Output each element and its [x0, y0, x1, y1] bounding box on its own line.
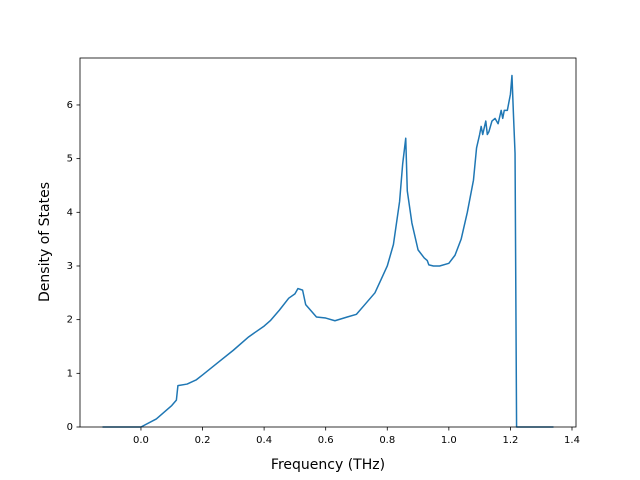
y-tick-label: 5 [67, 154, 73, 165]
y-tick-label: 6 [67, 100, 73, 111]
line [102, 74, 554, 428]
y-tick-label: 1 [67, 368, 73, 379]
y-tick-label: 2 [67, 315, 73, 326]
x-tick-label: 1.0 [441, 435, 457, 446]
y-tick-label: 3 [67, 261, 73, 272]
x-tick-label: 1.2 [502, 435, 518, 446]
x-tick-label: 0.4 [256, 435, 272, 446]
x-tick-label: 0.6 [318, 435, 334, 446]
y-axis-label: Density of States [37, 182, 53, 302]
axes-frame [79, 57, 577, 428]
x-tick-label: 0.8 [379, 435, 395, 446]
x-tick-label: 0.0 [133, 435, 149, 446]
y-tick-label: 4 [67, 207, 73, 218]
x-tick-label: 0.2 [195, 435, 211, 446]
y-tick-label: 0 [67, 422, 73, 433]
x-axis-label: Frequency (THz) [271, 457, 385, 473]
x-tick-label: 1.4 [564, 435, 580, 446]
